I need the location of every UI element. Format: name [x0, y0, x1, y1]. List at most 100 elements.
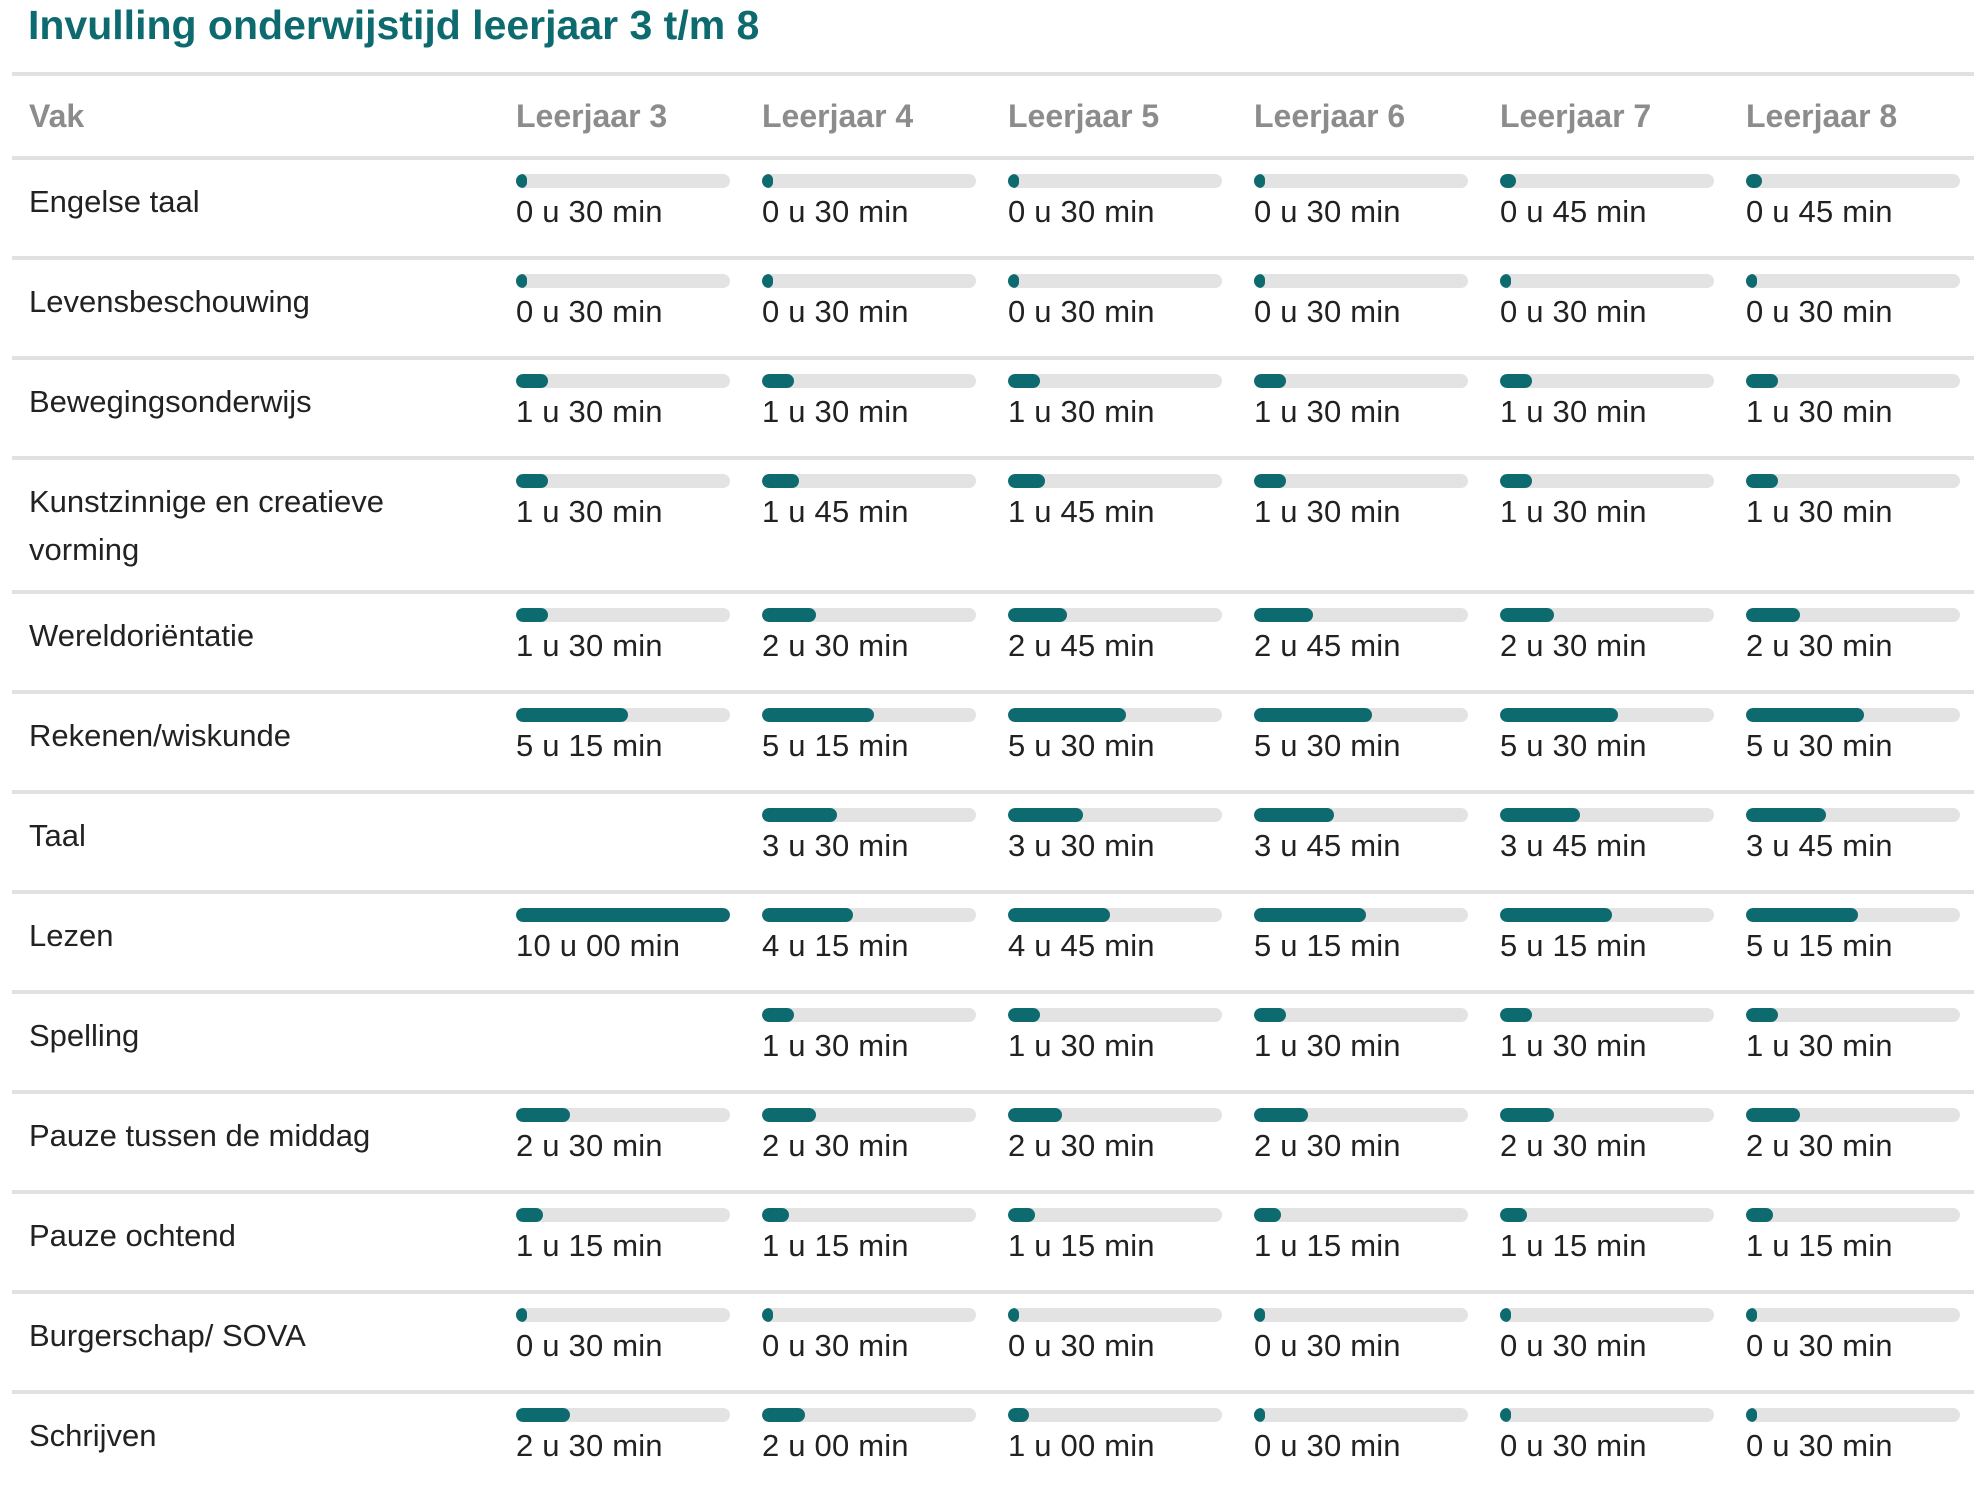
time-bar-track [1500, 374, 1714, 388]
time-value: 0 u 30 min [1746, 1428, 1893, 1463]
time-cell: 1 u 45 min [1008, 474, 1222, 530]
time-bar-track [1500, 1408, 1714, 1422]
header-grade-8: Leerjaar 8 [1746, 98, 1898, 134]
table-row: Schrijven 2 u 30 min 2 u 00 min 1 u 00 min 0… [12, 1394, 1974, 1490]
divider [12, 690, 1974, 694]
time-cell: 5 u 15 min [1254, 908, 1468, 964]
time-cell: 0 u 30 min [1500, 1408, 1714, 1464]
time-bar-track [516, 274, 730, 288]
divider [12, 256, 1974, 260]
schedule-table: Vak Leerjaar 3 Leerjaar 4 Leerjaar 5 Leerja… [12, 72, 1974, 1490]
time-value: 5 u 30 min [1254, 728, 1401, 763]
time-bar-fill [1008, 808, 1083, 822]
time-bar-fill [1500, 1108, 1554, 1122]
time-cell: 1 u 30 min [1746, 374, 1960, 430]
time-bar-track [1008, 808, 1222, 822]
divider [12, 1390, 1974, 1394]
time-cell: 2 u 00 min [762, 1408, 976, 1464]
time-bar-fill [762, 608, 816, 622]
subject-label: Pauze ochtend [29, 1218, 236, 1253]
time-bar-track [516, 1108, 730, 1122]
time-bar-track [1254, 708, 1468, 722]
time-value: 1 u 30 min [516, 628, 663, 663]
time-bar-fill [1008, 908, 1110, 922]
divider [12, 456, 1974, 460]
time-bar-fill [516, 908, 730, 922]
time-bar-track [1254, 1308, 1468, 1322]
subject-label: Kunstzinnige en creatieve vorming [29, 484, 385, 567]
time-cell: 1 u 15 min [516, 1208, 730, 1264]
time-cell: 5 u 15 min [762, 708, 976, 764]
table-row: Taal 3 u 30 min 3 u 30 min 3 u 45 min 3 u 45… [12, 794, 1974, 890]
time-cell: 0 u 30 min [762, 1308, 976, 1364]
time-cell: 1 u 30 min [516, 374, 730, 430]
time-cell: 0 u 30 min [1500, 274, 1714, 330]
time-bar-track [1008, 1408, 1222, 1422]
time-cell: 1 u 15 min [1746, 1208, 1960, 1264]
time-bar-fill [1008, 474, 1045, 488]
time-cell: 10 u 00 min [516, 908, 730, 964]
time-bar-fill [1500, 1208, 1527, 1222]
time-value: 1 u 15 min [1500, 1228, 1647, 1263]
time-bar-track [1500, 908, 1714, 922]
time-bar-track [1500, 1108, 1714, 1122]
time-bar-fill [1008, 1308, 1019, 1322]
time-bar-fill [1500, 1308, 1511, 1322]
time-bar-track [1500, 474, 1714, 488]
time-cell: 1 u 30 min [516, 608, 730, 664]
page-title: Invulling onderwijstijd leerjaar 3 t/m 8 [28, 2, 760, 48]
time-value: 0 u 30 min [1500, 1428, 1647, 1463]
time-bar-fill [1500, 708, 1618, 722]
time-bar-fill [1746, 174, 1762, 188]
time-bar-fill [1746, 608, 1800, 622]
time-bar-track [1254, 274, 1468, 288]
time-bar-fill [1746, 474, 1778, 488]
time-value: 0 u 30 min [1500, 294, 1647, 329]
time-value: 1 u 30 min [516, 494, 663, 529]
time-cell: 4 u 15 min [762, 908, 976, 964]
time-bar-track [1500, 1308, 1714, 1322]
time-value: 5 u 30 min [1008, 728, 1155, 763]
subject-label: Bewegingsonderwijs [29, 384, 312, 419]
time-value: 1 u 30 min [1254, 1028, 1401, 1063]
subject-label: Wereldoriëntatie [29, 618, 255, 653]
time-cell: 0 u 30 min [516, 1308, 730, 1364]
time-bar-track [762, 1408, 976, 1422]
time-cell: 0 u 30 min [1254, 174, 1468, 230]
table-row: Kunstzinnige en creatieve vorming 1 u 30 … [12, 460, 1974, 590]
time-cell: 2 u 30 min [1254, 1108, 1468, 1164]
time-value: 0 u 30 min [1746, 294, 1893, 329]
time-bar-track [1254, 908, 1468, 922]
time-bar-fill [1008, 274, 1019, 288]
time-cell: 3 u 30 min [1008, 808, 1222, 864]
time-bar-track [1254, 1008, 1468, 1022]
time-bar-fill [1746, 374, 1778, 388]
time-bar-fill [1254, 608, 1313, 622]
time-bar-track [1746, 708, 1960, 722]
table-row: Spelling 1 u 30 min 1 u 30 min 1 u 30 min 1 … [12, 994, 1974, 1090]
time-bar-track [1008, 174, 1222, 188]
time-bar-fill [516, 708, 628, 722]
time-value: 5 u 15 min [762, 728, 909, 763]
time-bar-track [762, 708, 976, 722]
time-bar-fill [1500, 374, 1532, 388]
time-value: 1 u 30 min [1254, 494, 1401, 529]
time-value: 0 u 30 min [1254, 294, 1401, 329]
divider [12, 1090, 1974, 1094]
time-value: 3 u 45 min [1500, 828, 1647, 863]
time-cell: 0 u 30 min [1008, 274, 1222, 330]
time-cell: 2 u 30 min [762, 1108, 976, 1164]
divider [12, 790, 1974, 794]
time-bar-fill [1254, 1008, 1286, 1022]
subject-label: Engelse taal [29, 184, 200, 219]
time-bar-track [1746, 274, 1960, 288]
time-bar-track [1008, 1208, 1222, 1222]
time-value: 0 u 30 min [1008, 194, 1155, 229]
time-cell: 0 u 30 min [1500, 1308, 1714, 1364]
subject-label: Rekenen/wiskunde [29, 718, 291, 753]
time-bar-fill [762, 1008, 794, 1022]
time-bar-track [762, 1108, 976, 1122]
time-bar-fill [1254, 1108, 1308, 1122]
time-cell: 5 u 15 min [1746, 908, 1960, 964]
time-bar-fill [1254, 174, 1265, 188]
